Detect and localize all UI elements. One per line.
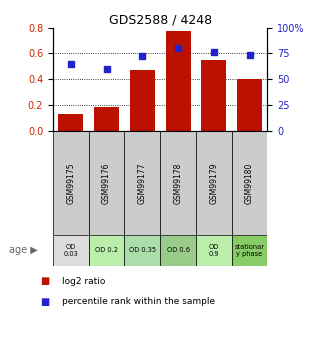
- Bar: [89, 235, 124, 266]
- Text: OD
0.9: OD 0.9: [209, 244, 219, 257]
- Text: OD 0.35: OD 0.35: [129, 247, 156, 253]
- Text: OD
0.03: OD 0.03: [63, 244, 78, 257]
- Bar: [160, 131, 196, 235]
- Text: percentile rank within the sample: percentile rank within the sample: [62, 297, 215, 306]
- Bar: [53, 131, 89, 235]
- Bar: [160, 235, 196, 266]
- Bar: [94, 107, 119, 131]
- Text: GSM99177: GSM99177: [138, 162, 147, 204]
- Text: age ▶: age ▶: [9, 245, 38, 255]
- Bar: [58, 114, 83, 131]
- Bar: [201, 60, 226, 131]
- Bar: [165, 31, 191, 131]
- Text: ■: ■: [40, 276, 50, 286]
- Bar: [232, 235, 267, 266]
- Text: GSM99180: GSM99180: [245, 162, 254, 204]
- Title: GDS2588 / 4248: GDS2588 / 4248: [109, 13, 212, 27]
- Bar: [124, 131, 160, 235]
- Text: OD 0.2: OD 0.2: [95, 247, 118, 253]
- Bar: [130, 70, 155, 131]
- Bar: [89, 131, 124, 235]
- Text: stationar
y phase: stationar y phase: [234, 244, 265, 257]
- Text: GSM99179: GSM99179: [209, 162, 218, 204]
- Text: GSM99178: GSM99178: [174, 162, 183, 204]
- Text: log2 ratio: log2 ratio: [62, 277, 105, 286]
- Text: OD 0.6: OD 0.6: [167, 247, 189, 253]
- Text: ■: ■: [40, 297, 50, 307]
- Text: GSM99175: GSM99175: [66, 162, 75, 204]
- Bar: [237, 79, 262, 131]
- Bar: [53, 235, 89, 266]
- Bar: [124, 235, 160, 266]
- Text: GSM99176: GSM99176: [102, 162, 111, 204]
- Bar: [196, 131, 232, 235]
- Bar: [232, 131, 267, 235]
- Bar: [196, 235, 232, 266]
